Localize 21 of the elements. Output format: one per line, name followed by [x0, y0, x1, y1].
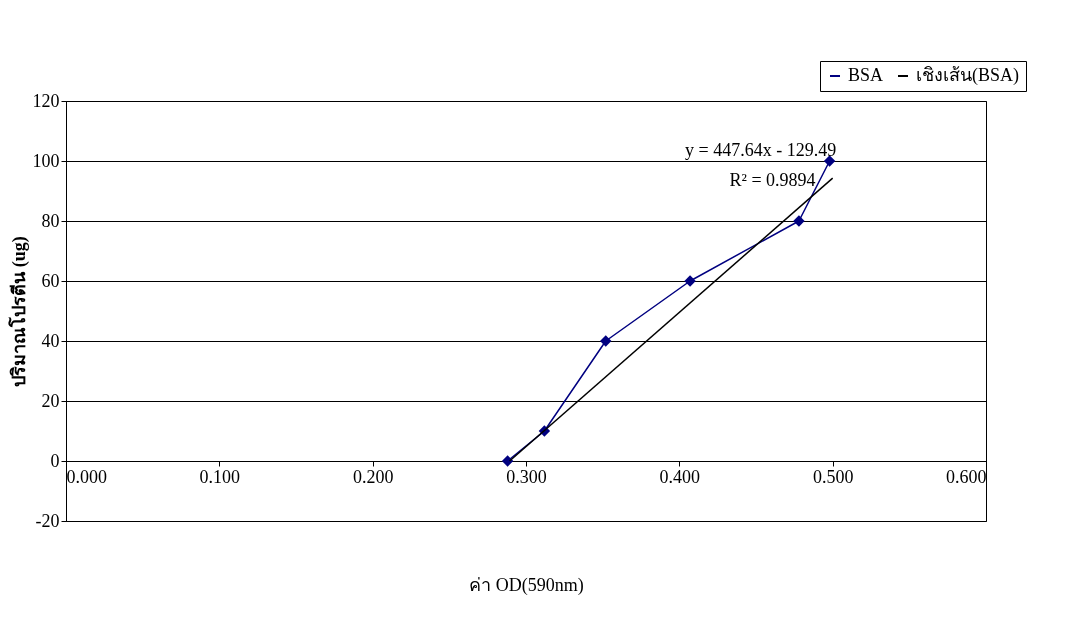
x-tick-label: 0.000: [66, 466, 107, 487]
legend-label: เชิงเส้น(BSA): [916, 65, 1020, 86]
y-tick-label: -20: [35, 510, 60, 531]
y-tick-label: 80: [41, 210, 60, 231]
annotation: y = 447.64x - 129.49: [685, 140, 837, 161]
x-tick-label: 0.100: [199, 466, 241, 487]
y-tick-label: 0: [50, 450, 60, 471]
y-tick-label: 40: [41, 330, 60, 351]
x-tick-label: 0.400: [659, 466, 701, 487]
annotation: R² = 0.9894: [729, 170, 816, 191]
y-axis-title: ปริมาณโปรตีน (ug): [7, 236, 30, 387]
y-tick-label: 120: [32, 90, 60, 111]
y-tick-label: 20: [41, 390, 60, 411]
y-tick-label: 60: [41, 270, 60, 291]
y-tick-label: 100: [32, 150, 60, 171]
x-tick-label: 0.500: [812, 466, 854, 487]
x-tick-label: 0.300: [506, 466, 547, 487]
x-tick-label: 0.600: [946, 466, 987, 487]
legend-label: BSA: [848, 65, 884, 85]
x-tick-label: 0.200: [352, 466, 394, 487]
x-axis-title: ค่า OD(590nm): [469, 574, 584, 596]
